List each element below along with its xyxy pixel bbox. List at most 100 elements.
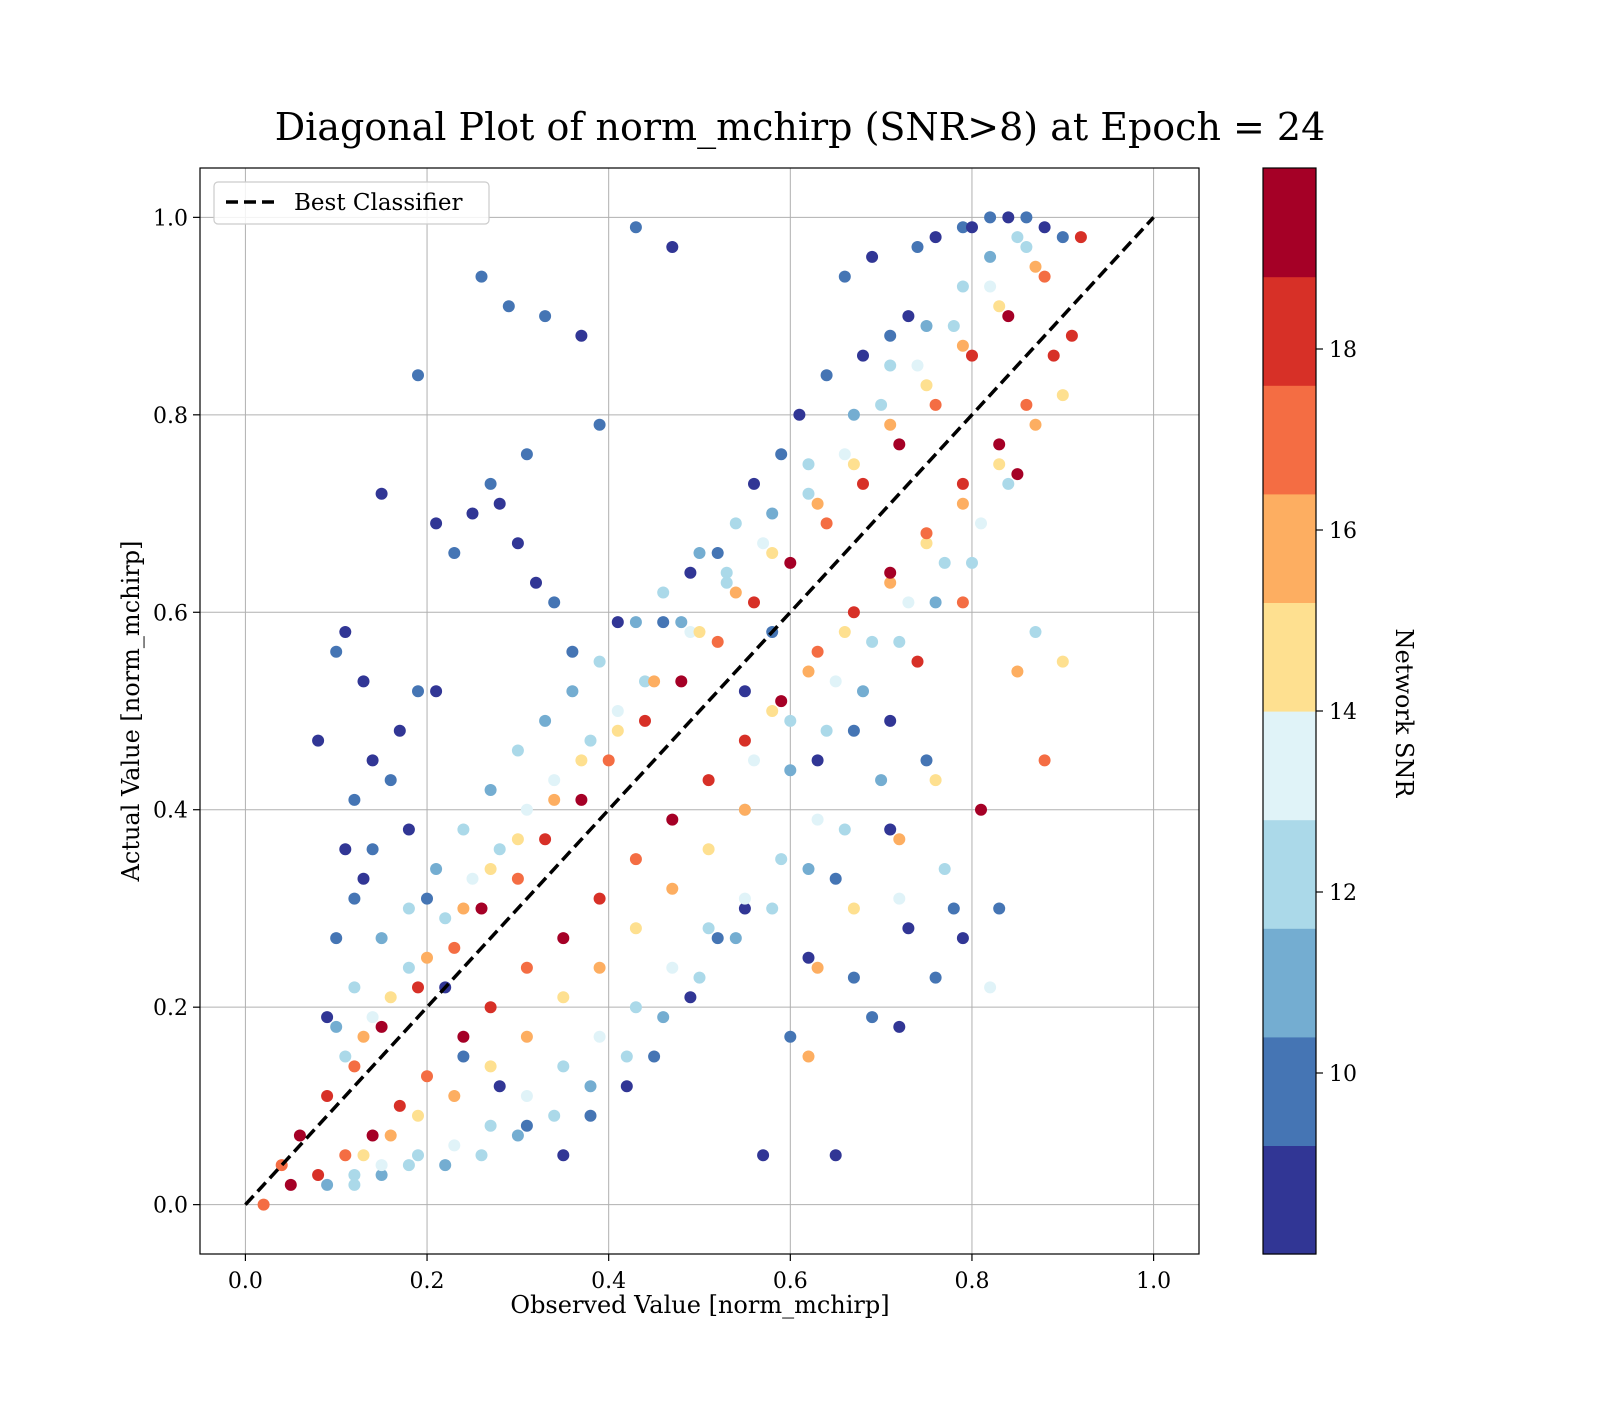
scatter-point xyxy=(575,754,588,767)
scatter-point xyxy=(838,626,851,638)
scatter-point xyxy=(375,932,388,945)
scatter-point xyxy=(657,1011,670,1024)
scatter-point xyxy=(457,1030,470,1043)
scatter-point xyxy=(666,241,679,253)
scatter-point xyxy=(938,863,951,875)
scatter-point xyxy=(811,961,824,974)
colorbar-segment xyxy=(1263,711,1316,821)
scatter-point xyxy=(366,1011,379,1024)
scatter-point xyxy=(375,1020,388,1033)
scatter-point xyxy=(838,270,851,283)
scatter-point xyxy=(857,477,869,490)
axis-ticks: 0.0 0.2 0.4 0.6 0.8 1.0 0.0 0.2 0.4 0.6 0.8 1.0 xyxy=(153,206,1171,1294)
scatter-point xyxy=(993,458,1006,471)
scatter-point xyxy=(920,754,933,767)
scatter-point xyxy=(929,231,942,244)
scatter-points xyxy=(257,211,1087,1211)
scatter-point xyxy=(593,418,606,431)
x-tick-label: 0.8 xyxy=(954,1269,989,1294)
scatter-point xyxy=(412,369,424,382)
scatter-point xyxy=(402,823,415,836)
scatter-point xyxy=(938,556,951,569)
scatter-point xyxy=(802,458,815,471)
scatter-point xyxy=(321,1011,334,1024)
colorbar-tick-label: 12 xyxy=(1329,881,1357,906)
scatter-point xyxy=(484,863,497,875)
x-tick-label: 0.2 xyxy=(410,1269,445,1294)
scatter-point xyxy=(693,547,706,559)
y-tick-label: 0.2 xyxy=(153,996,188,1021)
scatter-point xyxy=(956,932,969,945)
scatter-point xyxy=(902,596,915,609)
legend-label: Best Classifier xyxy=(294,190,462,216)
scatter-point xyxy=(866,1011,879,1024)
scatter-point xyxy=(720,566,733,579)
scatter-point xyxy=(866,250,879,263)
scatter-point xyxy=(738,902,751,915)
scatter-point xyxy=(430,517,443,530)
scatter-point xyxy=(847,458,860,471)
scatter-point xyxy=(539,833,552,846)
scatter-point xyxy=(493,1080,506,1093)
scatter-point xyxy=(457,1050,470,1063)
scatter-point xyxy=(947,902,960,915)
scatter-point xyxy=(511,744,524,757)
colorbar-segment xyxy=(1263,276,1316,386)
scatter-point xyxy=(956,477,969,490)
scatter-point xyxy=(875,774,888,787)
scatter-point xyxy=(748,477,760,490)
scatter-point xyxy=(802,665,815,678)
scatter-point xyxy=(748,754,760,767)
scatter-point xyxy=(811,497,824,510)
scatter-point xyxy=(947,320,960,332)
scatter-point xyxy=(802,487,815,500)
scatter-point xyxy=(966,349,978,362)
scatter-point xyxy=(475,270,488,283)
scatter-point xyxy=(793,408,806,421)
scatter-point xyxy=(557,991,570,1004)
scatter-point xyxy=(775,448,788,461)
scatter-point xyxy=(357,872,370,885)
scatter-point xyxy=(257,1198,270,1211)
scatter-point xyxy=(620,1050,633,1063)
colorbar-tick-label: 14 xyxy=(1329,700,1357,725)
scatter-point xyxy=(738,803,751,816)
scatter-point xyxy=(493,497,506,510)
scatter-point xyxy=(675,675,688,688)
y-tick-label: 0.4 xyxy=(153,799,188,824)
scatter-point xyxy=(693,971,706,984)
y-tick-label: 0.6 xyxy=(153,601,188,626)
scatter-point xyxy=(929,398,942,411)
colorbar-label: Network SNR xyxy=(1390,629,1418,799)
scatter-point xyxy=(375,1159,388,1172)
scatter-point xyxy=(520,1030,533,1043)
scatter-point xyxy=(312,734,325,747)
legend: Best Classifier xyxy=(213,181,490,225)
scatter-point xyxy=(802,863,815,875)
scatter-point xyxy=(412,685,424,698)
scatter-point xyxy=(1047,349,1060,362)
scatter-point xyxy=(738,734,751,747)
scatter-point xyxy=(321,1090,334,1102)
scatter-point xyxy=(439,912,452,925)
scatter-point xyxy=(729,517,742,530)
scatter-point xyxy=(393,724,406,737)
scatter-point xyxy=(611,724,624,737)
scatter-point xyxy=(375,487,388,500)
scatter-point xyxy=(557,1149,570,1162)
scatter-point xyxy=(911,241,924,253)
scatter-point xyxy=(384,991,397,1004)
scatter-point xyxy=(702,774,715,787)
scatter-point xyxy=(1002,477,1015,490)
scatter-point xyxy=(893,438,906,451)
scatter-point xyxy=(357,1149,370,1162)
x-axis-label: Observed Value [norm_mchirp] xyxy=(510,1291,889,1319)
x-tick-label: 1.0 xyxy=(1136,1269,1171,1294)
scatter-point xyxy=(956,280,969,293)
scatter-point xyxy=(357,1030,370,1043)
scatter-point xyxy=(975,517,987,530)
scatter-point xyxy=(593,961,606,974)
scatter-point xyxy=(729,932,742,945)
scatter-point xyxy=(884,359,897,372)
